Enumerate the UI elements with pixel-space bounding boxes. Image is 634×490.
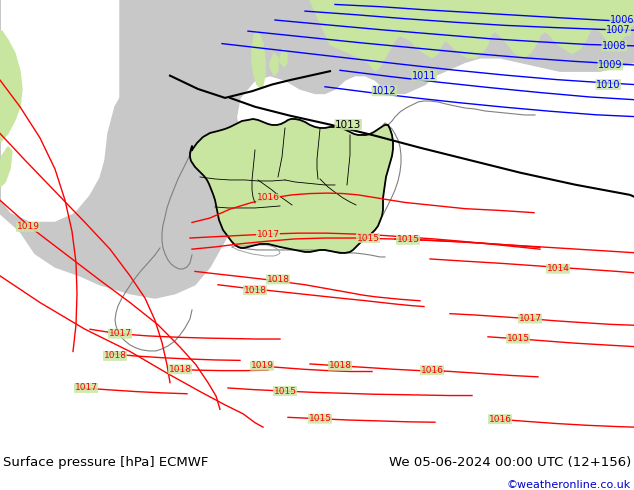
- Text: We 05-06-2024 00:00 UTC (12+156): We 05-06-2024 00:00 UTC (12+156): [389, 457, 631, 469]
- Text: 1017: 1017: [257, 229, 280, 239]
- Text: 1010: 1010: [596, 79, 621, 90]
- Text: Surface pressure [hPa] ECMWF: Surface pressure [hPa] ECMWF: [3, 457, 209, 469]
- Text: 1015: 1015: [507, 334, 529, 343]
- Text: 1008: 1008: [602, 41, 626, 51]
- Text: 1011: 1011: [412, 71, 436, 81]
- Polygon shape: [0, 0, 248, 298]
- Text: 1018: 1018: [328, 361, 351, 370]
- Text: 1016: 1016: [257, 194, 280, 202]
- Text: 1018: 1018: [266, 275, 290, 284]
- Text: 1014: 1014: [547, 264, 569, 273]
- Text: 1017: 1017: [108, 329, 131, 338]
- Text: ©weatheronline.co.uk: ©weatheronline.co.uk: [507, 481, 631, 490]
- Polygon shape: [120, 0, 634, 169]
- Text: 1006: 1006: [610, 15, 634, 25]
- Polygon shape: [0, 147, 12, 187]
- Polygon shape: [252, 31, 265, 89]
- Text: 1013: 1013: [335, 120, 361, 129]
- Polygon shape: [310, 0, 634, 71]
- Text: 1019: 1019: [16, 222, 39, 231]
- Text: 1018: 1018: [103, 351, 127, 361]
- Text: 1007: 1007: [606, 25, 631, 35]
- Text: 1015: 1015: [273, 387, 297, 395]
- Text: 1017: 1017: [75, 384, 98, 392]
- Text: 1017: 1017: [519, 314, 541, 323]
- Text: 1016: 1016: [420, 366, 444, 375]
- Polygon shape: [270, 53, 278, 75]
- Text: 1019: 1019: [250, 361, 273, 370]
- Polygon shape: [0, 31, 22, 143]
- Text: 1015: 1015: [309, 414, 332, 423]
- Text: 1012: 1012: [372, 86, 397, 96]
- Text: 1015: 1015: [396, 235, 420, 245]
- Text: 1018: 1018: [243, 286, 266, 294]
- Text: 1009: 1009: [598, 60, 623, 70]
- Text: 1016: 1016: [489, 415, 512, 424]
- Text: 1018: 1018: [169, 365, 191, 374]
- Polygon shape: [280, 49, 287, 67]
- Polygon shape: [190, 119, 393, 253]
- Text: 1015: 1015: [356, 234, 380, 243]
